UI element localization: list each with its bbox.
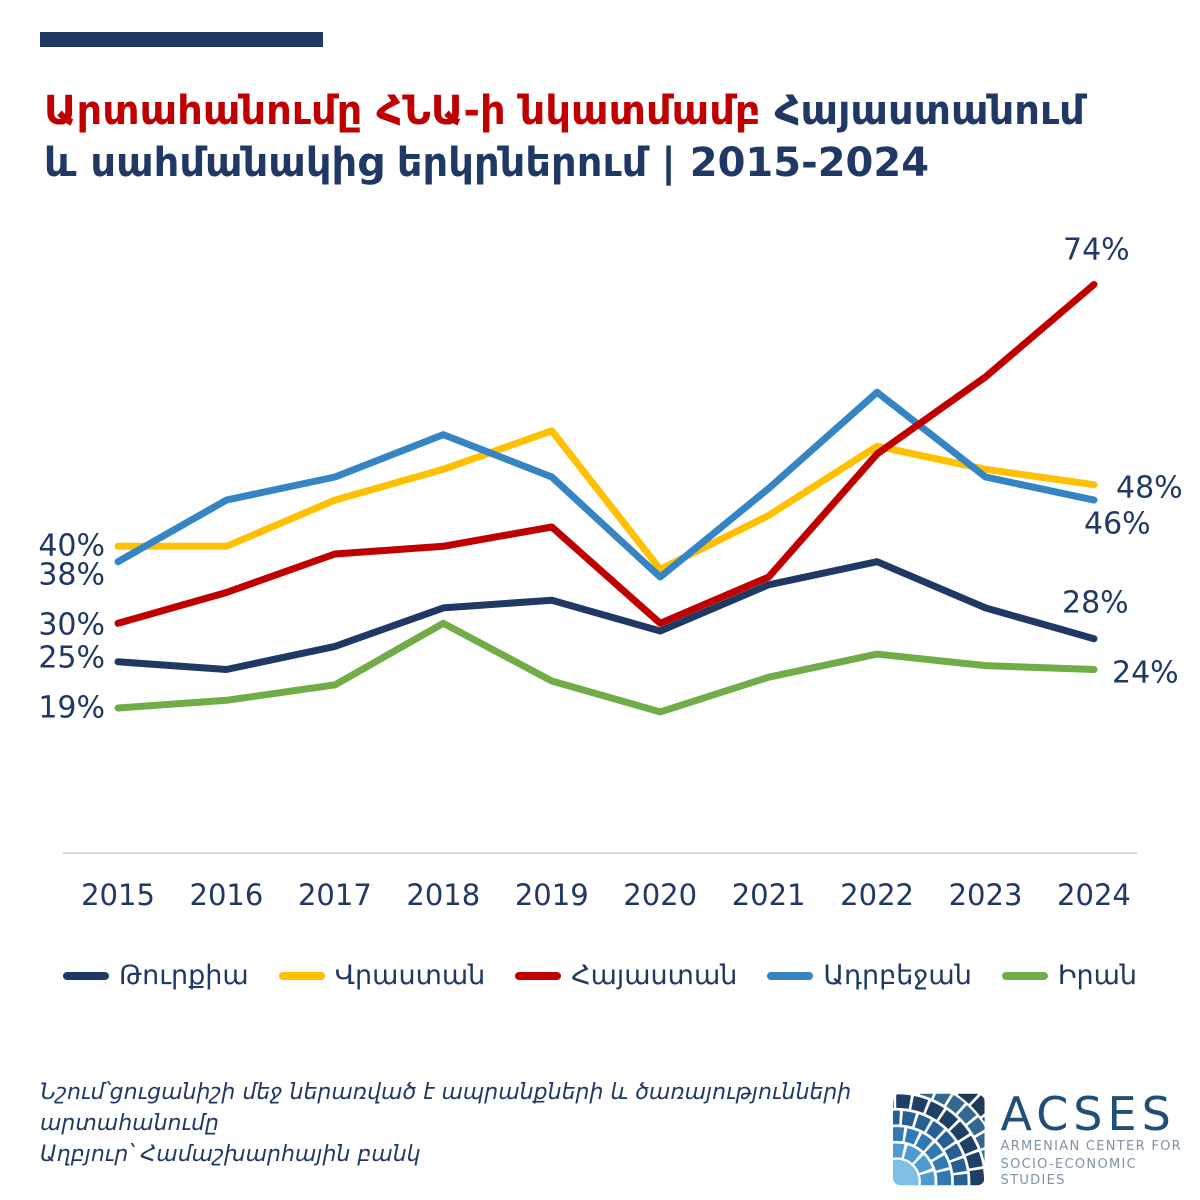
value-label-48%: 48% <box>1116 470 1183 506</box>
footnote: Նշում՝ցուցանիշի մեջ ներառված է ապրանքներ… <box>40 1078 860 1170</box>
legend-dash-icon <box>1001 971 1048 980</box>
title-line2: և սահմանակից երկրներում | 2015-2024 <box>44 139 930 186</box>
acses-subtitle-2: SOCIO-ECONOMIC STUDIES <box>1000 1156 1138 1188</box>
line-chart: 2015 2016 2017 2018 2019 2020 2021 2022 2023 2024… <box>38 232 1183 913</box>
legend-label: Ադրբեջան <box>823 960 972 991</box>
legend-dash-icon <box>278 971 325 980</box>
x-axis-line <box>63 852 1137 854</box>
series-line-Ադրբեջան <box>114 388 1098 581</box>
acses-logo: ACSES ARMENIAN CENTER FOR SOCIO-ECONOMIC… <box>893 1090 1200 1189</box>
value-label-19%: 19% <box>38 690 105 726</box>
accent-bar <box>40 32 323 47</box>
page-title: Արտահանումը ՀՆԱ-ի նկատմամբ Հայաստանում և… <box>44 85 1164 189</box>
x-tick-2022: 2022 <box>840 878 914 912</box>
acses-logo-icon <box>893 1093 985 1186</box>
x-tick-2016: 2016 <box>189 878 264 912</box>
acses-name: ACSES <box>1000 1087 1176 1141</box>
x-tick-2019: 2019 <box>514 878 589 912</box>
legend-label: Վրաստան <box>334 960 486 991</box>
value-label-46%: 46% <box>1084 506 1151 542</box>
x-tick-2020: 2020 <box>623 878 698 912</box>
acses-logo-text: ACSES ARMENIAN CENTER FOR SOCIO-ECONOMIC… <box>1001 1090 1200 1189</box>
series-line-Վրաստան <box>114 427 1098 573</box>
value-label-38%: 38% <box>38 557 105 593</box>
x-tick-2018: 2018 <box>406 878 481 912</box>
x-tick-2015: 2015 <box>81 878 155 912</box>
legend-item-Ադրբեջան: Ադրբեջան <box>767 960 972 991</box>
footnote-source: Աղբյուր՝ Համաշխարհային բանկ <box>40 1141 421 1167</box>
chart-series-svg <box>114 281 1098 716</box>
footnote-note: Նշում՝ցուցանիշի մեջ ներառված է ապրանքներ… <box>40 1080 852 1136</box>
value-label-74%: 74% <box>1063 232 1130 268</box>
title-line1-rest: Հայաստանում <box>774 87 1085 134</box>
value-label-40%: 40% <box>38 528 105 564</box>
x-tick-2024: 2024 <box>1057 878 1131 912</box>
series-line-Հայաստան <box>114 281 1098 627</box>
legend-item-Իրան: Իրան <box>1001 960 1138 991</box>
x-tick-2017: 2017 <box>297 878 372 912</box>
legend-dash-icon <box>62 971 109 980</box>
x-tick-2021: 2021 <box>731 878 806 912</box>
legend-label: Հայաստան <box>571 960 738 991</box>
value-label-24%: 24% <box>1112 655 1179 691</box>
value-label-25%: 25% <box>38 640 105 676</box>
series-line-Թուրքիա <box>114 558 1098 673</box>
legend-label: Իրան <box>1057 960 1138 991</box>
legend-label: Թուրքիա <box>118 960 249 991</box>
legend: Թուրքիա Վրաստան Հայաստան Ադրբեջան Իրան <box>0 960 1200 991</box>
legend-dash-icon <box>767 971 814 980</box>
legend-item-Թուրքիա: Թուրքիա <box>62 960 249 991</box>
title-highlight: Արտահանումը ՀՆԱ-ի նկատմամբ <box>44 87 761 134</box>
acses-subtitle-1: ARMENIAN CENTER FOR <box>1000 1139 1182 1155</box>
value-label-30%: 30% <box>38 607 105 643</box>
x-tick-2023: 2023 <box>948 878 1023 912</box>
value-label-28%: 28% <box>1062 585 1129 621</box>
legend-dash-icon <box>515 971 562 980</box>
legend-item-Հայաստան: Հայաստան <box>515 960 737 991</box>
series-line-Իրան <box>114 619 1098 716</box>
legend-item-Վրաստան: Վրաստան <box>278 960 486 991</box>
